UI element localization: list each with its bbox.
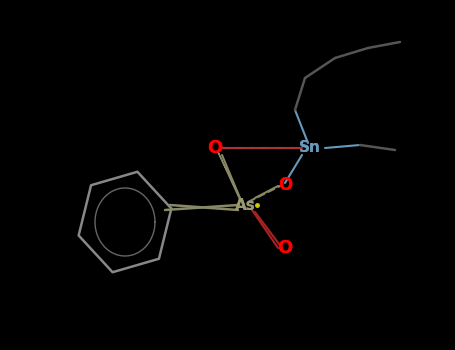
- Text: O: O: [278, 239, 293, 257]
- Text: O: O: [278, 176, 292, 194]
- Text: As: As: [235, 197, 255, 212]
- Text: Sn: Sn: [299, 140, 321, 155]
- Text: O: O: [207, 139, 222, 157]
- Text: O: O: [278, 176, 292, 194]
- Polygon shape: [218, 152, 242, 201]
- Text: Sn: Sn: [299, 140, 321, 155]
- Text: O: O: [278, 239, 293, 257]
- Text: As: As: [235, 197, 255, 212]
- Text: O: O: [207, 139, 222, 157]
